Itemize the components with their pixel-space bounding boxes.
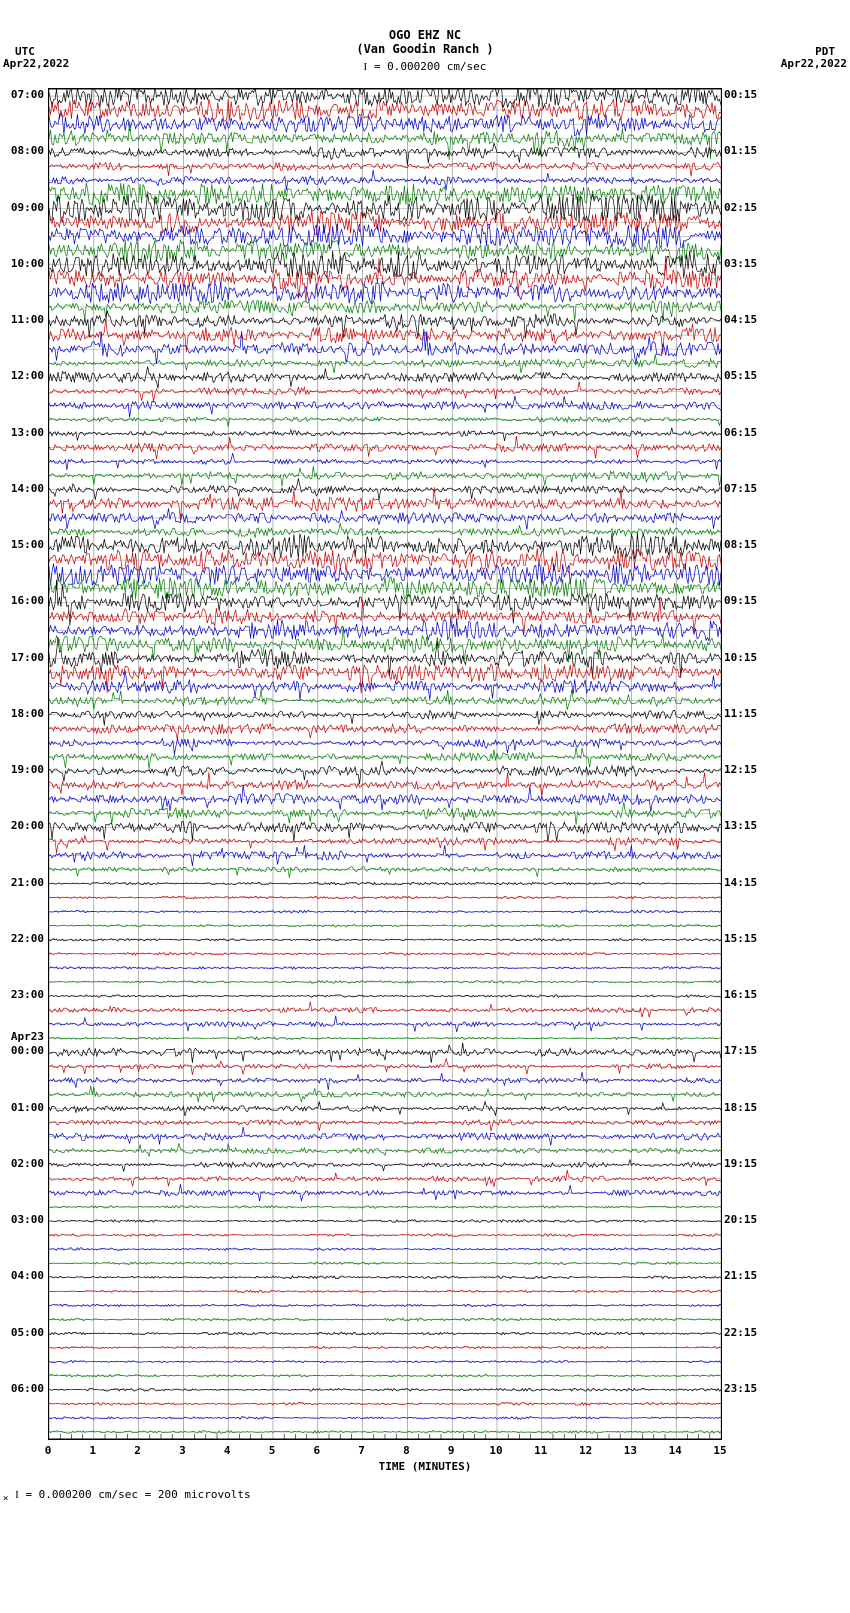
x-tick-label: 11 <box>534 1444 547 1457</box>
right-time-label: 13:15 <box>724 819 769 832</box>
right-time-label: 15:15 <box>724 932 769 945</box>
right-time-label: 12:15 <box>724 763 769 776</box>
footer-scale: × I = 0.000200 cm/sec = 200 microvolts <box>3 1488 251 1504</box>
left-time-label: 14:00 <box>4 482 44 495</box>
left-time-label: 18:00 <box>4 707 44 720</box>
x-tick-label: 2 <box>134 1444 141 1457</box>
left-time-label: 09:00 <box>4 201 44 214</box>
x-tick-label: 1 <box>89 1444 96 1457</box>
x-tick-label: 3 <box>179 1444 186 1457</box>
station-title: OGO EHZ NC <box>0 28 850 42</box>
right-time-label: 11:15 <box>724 707 769 720</box>
left-time-label: 19:00 <box>4 763 44 776</box>
x-tick-label: 14 <box>669 1444 682 1457</box>
left-time-label: 17:00 <box>4 651 44 664</box>
right-time-label: 04:15 <box>724 313 769 326</box>
right-time-label: 22:15 <box>724 1326 769 1339</box>
x-tick-label: 7 <box>358 1444 365 1457</box>
left-time-label: 04:00 <box>4 1269 44 1282</box>
left-time-label: 21:00 <box>4 876 44 889</box>
plot-area <box>48 88 722 1440</box>
left-time-label: 11:00 <box>4 313 44 326</box>
left-time-label: 13:00 <box>4 426 44 439</box>
left-time-label: 02:00 <box>4 1157 44 1170</box>
right-time-label: 03:15 <box>724 257 769 270</box>
left-time-label: 03:00 <box>4 1213 44 1226</box>
x-tick-label: 8 <box>403 1444 410 1457</box>
right-time-label: 20:15 <box>724 1213 769 1226</box>
left-time-label: 20:00 <box>4 819 44 832</box>
right-time-label: 08:15 <box>724 538 769 551</box>
scale-reference: I = 0.000200 cm/sec <box>0 60 850 73</box>
x-tick-label: 4 <box>224 1444 231 1457</box>
left-time-label: 00:00 <box>4 1044 44 1057</box>
date-right: Apr22,2022 <box>781 57 847 70</box>
x-tick-label: 5 <box>269 1444 276 1457</box>
left-time-label: 16:00 <box>4 594 44 607</box>
left-time-label: 15:00 <box>4 538 44 551</box>
right-time-label: 09:15 <box>724 594 769 607</box>
right-time-label: 19:15 <box>724 1157 769 1170</box>
station-subtitle: (Van Goodin Ranch ) <box>0 42 850 56</box>
right-time-label: 18:15 <box>724 1101 769 1114</box>
right-time-label: 01:15 <box>724 144 769 157</box>
x-tick-label: 12 <box>579 1444 592 1457</box>
xaxis-label: TIME (MINUTES) <box>0 1460 850 1473</box>
right-time-label: 06:15 <box>724 426 769 439</box>
right-time-label: 17:15 <box>724 1044 769 1057</box>
left-time-label: 05:00 <box>4 1326 44 1339</box>
x-tick-label: 15 <box>713 1444 726 1457</box>
left-time-label: 22:00 <box>4 932 44 945</box>
x-tick-label: 13 <box>624 1444 637 1457</box>
left-time-label: 08:00 <box>4 144 44 157</box>
right-time-label: 21:15 <box>724 1269 769 1282</box>
left-date-marker: Apr23 <box>4 1030 44 1043</box>
right-time-label: 07:15 <box>724 482 769 495</box>
left-time-label: 10:00 <box>4 257 44 270</box>
right-time-label: 14:15 <box>724 876 769 889</box>
seismogram-container: OGO EHZ NC (Van Goodin Ranch ) I = 0.000… <box>0 0 850 1613</box>
right-time-label: 23:15 <box>724 1382 769 1395</box>
left-time-label: 12:00 <box>4 369 44 382</box>
left-time-label: 07:00 <box>4 88 44 101</box>
left-time-label: 23:00 <box>4 988 44 1001</box>
right-time-label: 10:15 <box>724 651 769 664</box>
right-time-label: 00:15 <box>724 88 769 101</box>
right-time-label: 05:15 <box>724 369 769 382</box>
left-time-label: 01:00 <box>4 1101 44 1114</box>
right-time-label: 02:15 <box>724 201 769 214</box>
right-time-label: 16:15 <box>724 988 769 1001</box>
x-tick-label: 9 <box>448 1444 455 1457</box>
seismogram-svg <box>49 89 721 1439</box>
x-tick-label: 0 <box>45 1444 52 1457</box>
x-tick-label: 6 <box>313 1444 320 1457</box>
date-left: Apr22,2022 <box>3 57 69 70</box>
left-time-label: 06:00 <box>4 1382 44 1395</box>
x-tick-label: 10 <box>489 1444 502 1457</box>
